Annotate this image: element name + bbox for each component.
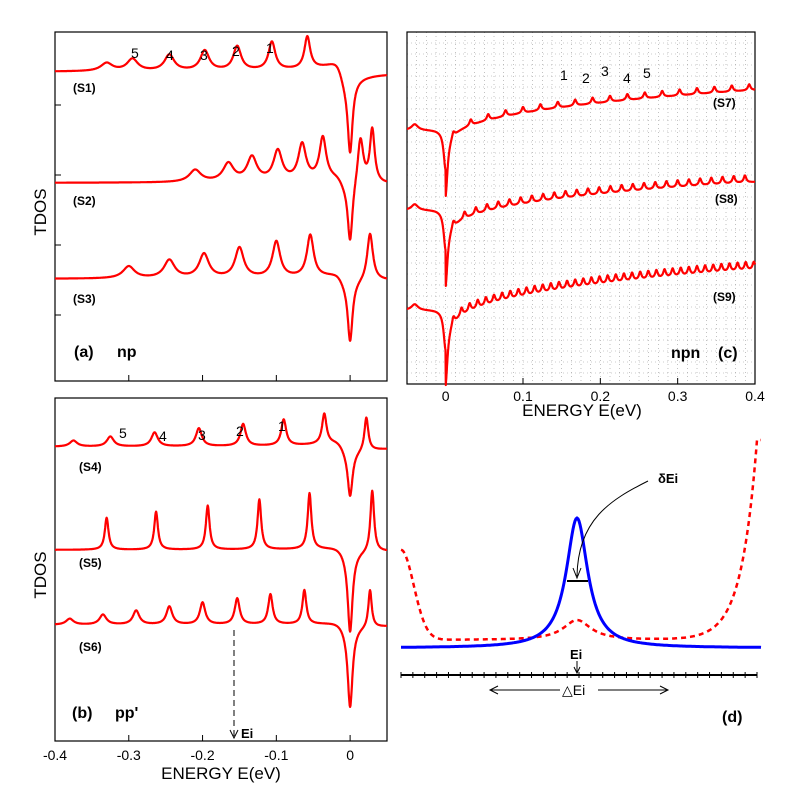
range-arrowhead-left	[488, 685, 499, 695]
panel-c-label: (c)	[718, 345, 738, 362]
curve-label-s8: (S8)	[715, 192, 738, 206]
ei-label-d: Ei	[570, 647, 582, 662]
tdos-curve-s1	[54, 34, 388, 154]
panel-b-curves	[54, 412, 388, 708]
ei-arrowhead-d	[573, 666, 581, 675]
curve-label-s1: (S1)	[73, 81, 96, 95]
b-xtick-label-4: 0	[346, 747, 354, 763]
tdos-curve-s6	[54, 588, 388, 708]
ylabel-top: TDOS	[31, 188, 50, 235]
peak-label-4-b: 4	[159, 428, 167, 444]
xlabel-c: ENERGY E(eV)	[522, 401, 642, 420]
c-xtick-label-2: 0.2	[591, 388, 611, 404]
tdos-curve-s4	[54, 412, 388, 497]
curve-label-s5: (S5)	[79, 556, 102, 570]
tdos-curve-s2	[54, 126, 388, 241]
panel-c-ticks: 0 0.1 0.2 0.3 0.4	[442, 378, 765, 404]
blue-lorentzian-curve	[401, 516, 762, 649]
tdos-curve-s7	[406, 83, 756, 197]
peak-label-2-b: 2	[236, 423, 244, 439]
panel-b-frame	[54, 397, 388, 742]
c-xtick-label-0: 0	[442, 388, 450, 404]
c-xtick-label-1: 0.1	[513, 388, 533, 404]
b-xtick-label-3: -0.1	[264, 747, 288, 763]
panel-a-frame	[54, 31, 388, 382]
panel-a: 5 4 3 2 1 (S1) (S2) (S3) (a) np	[54, 31, 388, 382]
peak-label-2-c: 2	[582, 70, 590, 86]
peak-label-1-a: 1	[266, 40, 274, 56]
b-xtick-label-1: -0.3	[117, 747, 141, 763]
tdos-curve-s3	[54, 232, 388, 342]
peak-label-2-a: 2	[232, 43, 240, 59]
peak-label-3-c: 3	[601, 63, 609, 79]
curve-label-s3: (S3)	[73, 292, 96, 306]
curve-label-s7: (S7)	[713, 96, 736, 110]
peak-label-5-b: 5	[119, 425, 127, 441]
panel-b-ticks: -0.4 -0.3 -0.2 -0.1 0	[43, 735, 354, 763]
panel-d-label: (d)	[722, 709, 742, 726]
panel-c: 0 0.1 0.2 0.3 0.4 1 2 3 4 5 (S7) (S8) (S9) n…	[406, 31, 765, 404]
red-dashed-curve	[400, 438, 761, 641]
panel-a-curves	[54, 34, 388, 342]
curve-label-s2: (S2)	[73, 194, 96, 208]
peak-label-3-b: 3	[198, 427, 206, 443]
peak-label-4-a: 4	[166, 47, 174, 63]
range-ei-label: △Ei	[562, 682, 585, 698]
panel-b-structure: pp'	[115, 705, 138, 722]
energy-baseline-ticks	[400, 672, 758, 678]
panel-c-grid	[407, 32, 755, 384]
panel-c-structure: npn	[671, 345, 700, 362]
panel-a-ticks	[55, 104, 351, 381]
panel-a-label: (a)	[74, 344, 94, 361]
ei-annotation: Ei	[241, 726, 253, 741]
xlabel-b: ENERGY E(eV)	[161, 764, 281, 783]
curve-label-s6: (S6)	[79, 640, 102, 654]
peak-label-5-c: 5	[643, 65, 651, 81]
delta-ei-label: δEi	[658, 471, 678, 486]
peak-label-3-a: 3	[200, 47, 208, 63]
panel-c-curves	[406, 83, 757, 387]
tdos-curve-s9	[406, 260, 757, 387]
c-xtick-label-3: 0.3	[668, 388, 688, 404]
panel-d: δEi Ei △Ei (d)	[400, 438, 762, 726]
delta-ei-pointer	[576, 480, 649, 577]
peak-label-1-c: 1	[560, 67, 568, 83]
tdos-curve-s5	[54, 489, 388, 633]
curve-label-s9: (S9)	[713, 290, 736, 304]
peak-label-4-c: 4	[623, 70, 631, 86]
panel-b: -0.4 -0.3 -0.2 -0.1 0 5 4 3 2 1 (S4) (S5) (S…	[43, 397, 388, 763]
range-arrowhead-right	[659, 685, 670, 695]
panel-b-label: (b)	[72, 705, 92, 722]
b-xtick-label-0: -0.4	[43, 747, 67, 763]
peak-label-5-a: 5	[131, 45, 139, 61]
c-xtick-label-4: 0.4	[745, 388, 765, 404]
ei-arrowhead	[229, 729, 239, 740]
b-xtick-label-2: -0.2	[190, 747, 214, 763]
peak-label-1-b: 1	[278, 418, 286, 434]
delta-ei-arrowhead	[572, 567, 582, 580]
curve-label-s4: (S4)	[79, 460, 102, 474]
tdos-curve-s8	[406, 174, 756, 287]
ylabel-bottom: TDOS	[31, 551, 50, 598]
panel-a-structure: np	[117, 344, 137, 361]
